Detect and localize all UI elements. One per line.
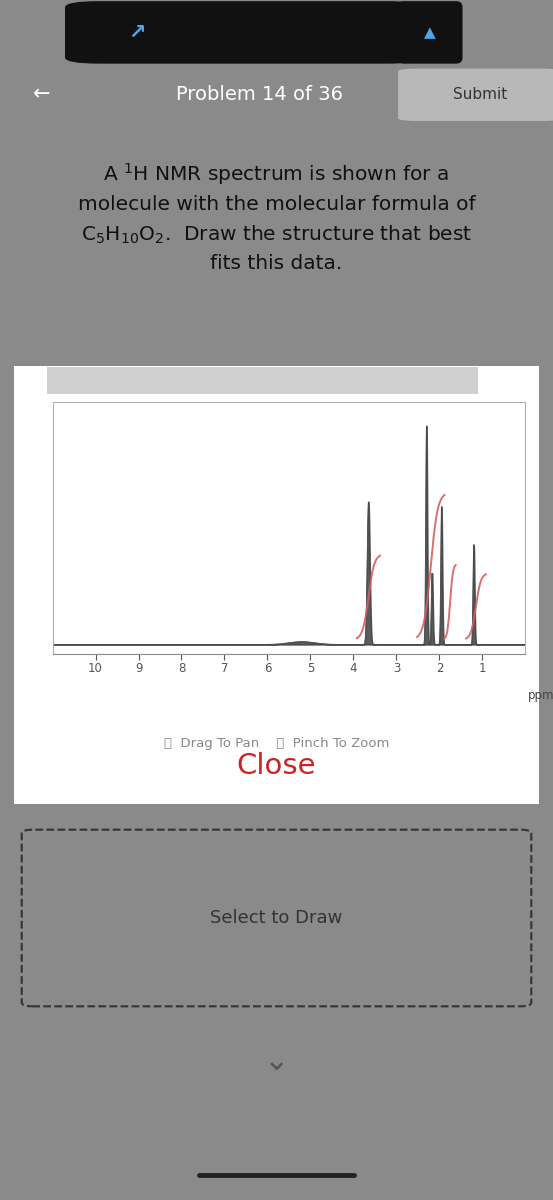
Text: ▲: ▲ <box>424 25 436 40</box>
FancyBboxPatch shape <box>398 1 462 64</box>
Text: Select to Draw: Select to Draw <box>210 910 343 926</box>
Text: Close: Close <box>237 751 316 780</box>
Text: Problem 14 of 36: Problem 14 of 36 <box>176 85 343 104</box>
Text: ↗: ↗ <box>128 23 145 42</box>
Text: ←: ← <box>33 85 51 104</box>
Text: ⌄: ⌄ <box>264 1046 289 1076</box>
Text: Submit: Submit <box>453 88 507 102</box>
Text: ppm: ppm <box>528 689 553 702</box>
FancyBboxPatch shape <box>65 1 421 64</box>
FancyBboxPatch shape <box>398 68 553 121</box>
Text: 🤚  Drag To Pan    🤌  Pinch To Zoom: 🤚 Drag To Pan 🤌 Pinch To Zoom <box>164 737 389 750</box>
Text: A $^1$H NMR spectrum is shown for a
molecule with the molecular formula of
C$_5$: A $^1$H NMR spectrum is shown for a mole… <box>77 161 476 274</box>
FancyBboxPatch shape <box>3 358 550 812</box>
FancyBboxPatch shape <box>4 365 521 396</box>
